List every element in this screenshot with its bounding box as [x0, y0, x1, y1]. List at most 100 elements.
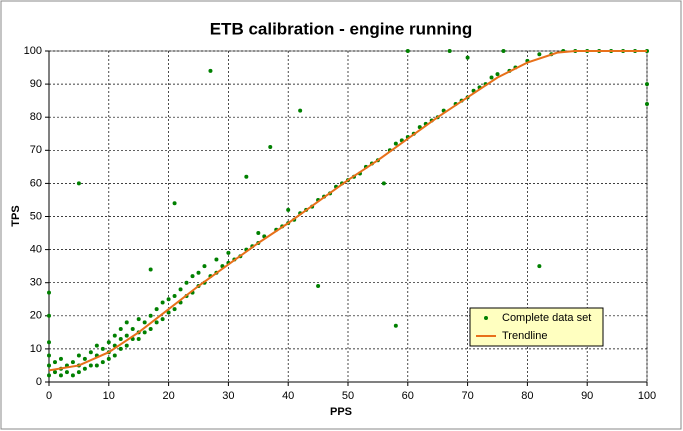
data-point	[286, 207, 291, 212]
data-point	[208, 68, 213, 73]
data-point	[88, 350, 93, 355]
data-point	[148, 327, 153, 332]
data-point	[202, 264, 207, 269]
data-point	[112, 353, 117, 358]
legend-box	[469, 307, 604, 347]
data-point	[226, 250, 231, 255]
data-point	[393, 323, 398, 328]
data-point	[94, 363, 99, 368]
data-point	[142, 330, 147, 335]
y-tick-label: 10	[30, 343, 42, 355]
data-point	[537, 52, 542, 57]
data-point	[154, 320, 159, 325]
x-axis-label: PPS	[330, 406, 352, 418]
data-point	[88, 363, 93, 368]
data-point	[100, 346, 105, 351]
y-tick-label: 80	[30, 111, 42, 123]
data-point	[316, 284, 321, 289]
data-point	[190, 274, 195, 279]
data-point	[160, 300, 165, 305]
data-point	[465, 55, 470, 60]
x-tick-label: 40	[282, 390, 294, 402]
data-point	[405, 49, 410, 53]
data-point	[106, 356, 111, 361]
data-point	[70, 373, 75, 378]
data-point	[52, 360, 57, 365]
data-point	[47, 313, 51, 318]
data-point	[47, 363, 51, 368]
data-point	[124, 343, 129, 348]
chart-title: ETB calibration - engine running	[210, 19, 473, 38]
data-point	[136, 317, 141, 322]
trendline	[48, 50, 647, 372]
data-point	[268, 144, 273, 149]
data-point	[172, 201, 177, 206]
data-point	[148, 267, 153, 272]
y-tick-label: 60	[30, 177, 42, 189]
data-point	[142, 320, 147, 325]
x-tick-label: 0	[46, 390, 52, 402]
data-point	[112, 333, 117, 338]
data-point	[645, 101, 649, 106]
data-point	[76, 353, 81, 358]
y-tick-label: 50	[30, 210, 42, 222]
data-point	[298, 108, 303, 113]
data-point	[417, 125, 422, 130]
data-point	[76, 370, 81, 375]
y-tick-label: 0	[36, 376, 42, 388]
x-tick-label: 90	[581, 390, 593, 402]
data-point	[124, 320, 129, 325]
data-point	[130, 327, 135, 332]
data-point	[172, 293, 177, 298]
legend-label: Complete data set	[502, 312, 591, 324]
y-tick-label: 70	[30, 144, 42, 156]
data-point	[58, 373, 63, 378]
y-axis-label: TPS	[10, 205, 22, 226]
data-point	[381, 181, 386, 186]
data-point	[94, 343, 99, 348]
x-tick-label: 10	[103, 390, 115, 402]
y-tick-label: 40	[30, 244, 42, 256]
data-point	[58, 356, 63, 361]
legend-label: Trendline	[502, 330, 547, 342]
x-tick-label: 60	[402, 390, 414, 402]
data-point	[166, 310, 171, 315]
x-tick-label: 100	[638, 390, 656, 402]
y-tick-label: 20	[30, 310, 42, 322]
data-point	[106, 340, 111, 345]
data-point	[495, 72, 500, 77]
x-tick-label: 80	[521, 390, 533, 402]
data-point	[645, 82, 649, 87]
data-point	[244, 174, 249, 179]
data-point	[154, 307, 159, 312]
data-point	[64, 370, 69, 375]
data-point	[82, 356, 87, 361]
data-point	[537, 264, 542, 269]
data-point	[393, 141, 398, 146]
data-point	[501, 49, 506, 53]
data-point	[160, 317, 165, 322]
x-tick-label: 50	[342, 390, 354, 402]
data-point	[148, 313, 153, 318]
data-point	[196, 270, 201, 275]
y-tick-label: 90	[30, 78, 42, 90]
legend-dot	[484, 316, 488, 320]
data-point	[47, 340, 51, 345]
y-tick-label: 30	[30, 277, 42, 289]
x-tick-label: 70	[461, 390, 473, 402]
data-point	[447, 49, 452, 53]
data-point	[82, 366, 87, 371]
data-point	[214, 257, 219, 262]
x-tick-label: 20	[162, 390, 174, 402]
data-point	[124, 333, 129, 338]
data-point	[118, 336, 123, 341]
data-point	[166, 297, 171, 302]
data-point	[489, 75, 494, 80]
data-point	[100, 360, 105, 365]
y-tick-label: 100	[24, 45, 42, 57]
x-tick-label: 30	[222, 390, 234, 402]
data-point	[118, 327, 123, 332]
data-point	[118, 346, 123, 351]
data-point	[47, 373, 51, 378]
